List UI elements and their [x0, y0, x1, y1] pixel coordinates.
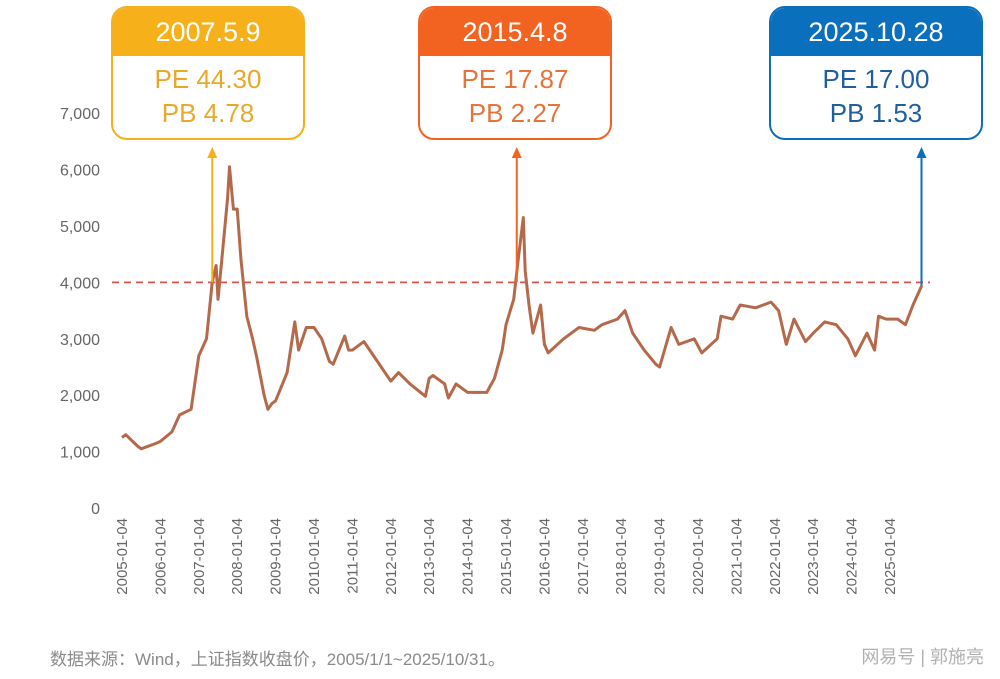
arrow-head-icon [916, 147, 927, 158]
annotation-box-0: 2007.5.9 PE 44.30 PB 4.78 [111, 6, 305, 140]
annotation-date: 2007.5.9 [113, 8, 303, 56]
annotation-pe: PE 17.87 [461, 64, 569, 94]
x-tick-label: 2012-01-04 [383, 518, 400, 595]
annotation-box-2: 2025.10.28 PE 17.00 PB 1.53 [769, 6, 983, 140]
annotation-pb: PB 2.27 [468, 98, 562, 128]
y-tick-label: 4,000 [60, 275, 100, 292]
x-tick-label: 2009-01-04 [268, 518, 285, 595]
y-tick-label: 2,000 [60, 388, 100, 405]
y-tick-label: 5,000 [60, 219, 100, 236]
x-tick-label: 2021-01-04 [728, 518, 745, 595]
annotation-box-1: 2015.4.8 PE 17.87 PB 2.27 [418, 6, 612, 140]
source-note: 数据来源：Wind，上证指数收盘价，2005/1/1~2025/10/31。 [50, 650, 505, 669]
x-tick-label: 2017-01-04 [575, 518, 592, 595]
y-tick-label: 6,000 [60, 163, 100, 180]
x-tick-label: 2013-01-04 [421, 518, 438, 595]
y-tick-label: 7,000 [60, 106, 100, 123]
x-tick-label: 2025-01-04 [882, 518, 899, 595]
y-tick-label: 0 [91, 501, 100, 518]
x-tick-label: 2019-01-04 [652, 518, 669, 595]
annotation-date: 2015.4.8 [420, 8, 610, 56]
x-tick-label: 2024-01-04 [844, 518, 861, 595]
x-tick-label: 2016-01-04 [536, 518, 553, 595]
x-tick-label: 2005-01-04 [114, 518, 131, 595]
x-tick-label: 2011-01-04 [344, 518, 361, 594]
annotation-pe: PE 44.30 [154, 64, 262, 94]
arrow-head-icon [511, 147, 522, 158]
annotation-pb: PB 4.78 [161, 98, 255, 128]
x-tick-label: 2008-01-04 [229, 518, 246, 595]
x-tick-label: 2022-01-04 [767, 518, 784, 595]
y-tick-label: 1,000 [60, 445, 100, 462]
x-tick-label: 2007-01-04 [191, 518, 208, 595]
x-tick-label: 2010-01-04 [306, 518, 323, 595]
x-tick-label: 2015-01-04 [498, 518, 515, 595]
x-tick-label: 2020-01-04 [690, 518, 707, 595]
index-line [121, 165, 924, 451]
y-tick-label: 3,000 [60, 332, 100, 349]
watermark: 网易号 | 郭施亮 [861, 647, 984, 667]
x-tick-label: 2018-01-04 [613, 518, 630, 595]
x-tick-label: 2023-01-04 [805, 518, 822, 595]
x-tick-label: 2006-01-04 [152, 518, 169, 595]
annotation-date: 2025.10.28 [771, 8, 981, 56]
annotation-pb: PB 1.53 [829, 98, 923, 128]
x-tick-label: 2014-01-04 [460, 518, 477, 595]
arrow-head-icon [207, 147, 218, 158]
annotation-pe: PE 17.00 [822, 64, 930, 94]
